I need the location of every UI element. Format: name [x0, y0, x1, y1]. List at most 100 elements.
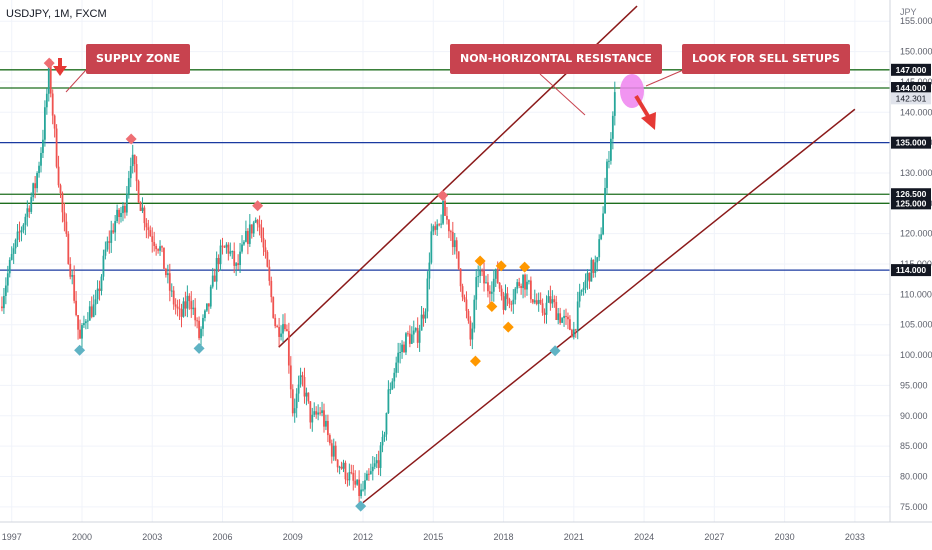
sell-arrow-shaft [634, 94, 650, 118]
candle-body [369, 471, 372, 475]
candle-body [272, 297, 275, 318]
candle-body [67, 233, 70, 264]
candle-body [291, 389, 294, 414]
candle-body [36, 173, 38, 189]
candle-body [42, 139, 44, 153]
candle-body [153, 241, 156, 247]
candle-body [81, 325, 83, 339]
candle-body [383, 434, 386, 437]
candle-body [178, 308, 181, 310]
candle-body [86, 320, 89, 322]
candle-body [537, 299, 540, 304]
candle-body [6, 273, 9, 286]
candle-body [94, 299, 97, 305]
level-label-bg [891, 188, 931, 201]
candle-body [407, 333, 409, 335]
candle-body [553, 299, 556, 302]
sell-arrow-head [641, 112, 656, 130]
candle-body [592, 259, 595, 273]
candle-body [307, 392, 310, 402]
candle-body [145, 223, 148, 228]
candle-body [574, 329, 577, 331]
candle-body [463, 297, 466, 300]
current-price-label: 142.301 [896, 93, 927, 103]
candle-body [246, 231, 249, 244]
candle-body [43, 107, 46, 140]
pattern-marker [486, 301, 498, 313]
y-tick-label: 120.000 [900, 229, 932, 239]
supply-zone-label: SUPPLY ZONE [86, 44, 191, 74]
candle-body [477, 275, 480, 278]
candle-body [110, 230, 113, 243]
candle-body [360, 489, 362, 496]
candle-body [75, 300, 78, 316]
candle-body [194, 307, 197, 321]
candle-body [473, 299, 476, 329]
candle-body [22, 224, 25, 231]
candle-body [51, 93, 54, 116]
candle-body [88, 306, 91, 321]
candle-body [124, 205, 126, 213]
candle-body [141, 207, 144, 211]
candle-body [245, 231, 247, 242]
candle-body [28, 208, 31, 212]
candle-body [4, 285, 7, 296]
candle-body [198, 320, 200, 339]
candle-body [604, 187, 606, 214]
candle-body [227, 244, 230, 254]
candle-body [254, 219, 257, 223]
candle-body [73, 275, 76, 301]
candle-body [287, 331, 290, 366]
swing-high-marker [43, 57, 55, 69]
candle-body [26, 208, 29, 217]
candle-body [448, 219, 450, 232]
candle-body [211, 275, 214, 287]
candle-body [496, 269, 499, 283]
candle-body [481, 270, 483, 272]
candle-body [438, 224, 441, 226]
candle-body [147, 227, 150, 231]
swing-low-marker [193, 342, 205, 354]
level-label-bg [891, 136, 931, 149]
candle-body [422, 314, 425, 319]
candle-body [514, 288, 517, 300]
candle-body [340, 466, 343, 469]
candle-body [120, 213, 122, 218]
y-tick-label: 150.000 [900, 47, 932, 57]
level-label: 126.500 [896, 189, 927, 199]
candle-body [414, 328, 417, 331]
candle-body [84, 321, 87, 324]
candle-body [112, 230, 115, 233]
candle-body [205, 303, 208, 311]
annotation-arrows [53, 58, 689, 130]
candle-body [196, 320, 199, 322]
candle-body [40, 152, 42, 166]
candle-body [266, 252, 269, 267]
candle-body [467, 310, 470, 321]
sell-callout-line [645, 67, 689, 87]
candle-body [135, 164, 138, 182]
candle-body [508, 299, 511, 304]
candle-body [47, 65, 50, 94]
candle-body [221, 245, 224, 247]
candle-body [83, 323, 85, 326]
candle-body [262, 238, 265, 248]
candle-body [157, 249, 159, 251]
candle-body [264, 247, 267, 253]
candle-body [192, 307, 195, 310]
y-tick-label: 90.000 [900, 411, 928, 421]
horizontal-levels [0, 69, 890, 271]
candle-body [512, 299, 515, 305]
candle-body [106, 241, 109, 250]
candle-body [459, 268, 462, 287]
candle-body [289, 365, 292, 390]
level-label-bg [891, 264, 931, 277]
candle-body [520, 285, 523, 289]
candle-body [297, 384, 300, 394]
candle-body [49, 65, 52, 94]
candle-body [524, 274, 526, 290]
candle-body [186, 295, 189, 309]
y-tick-label: 105.000 [900, 320, 932, 330]
